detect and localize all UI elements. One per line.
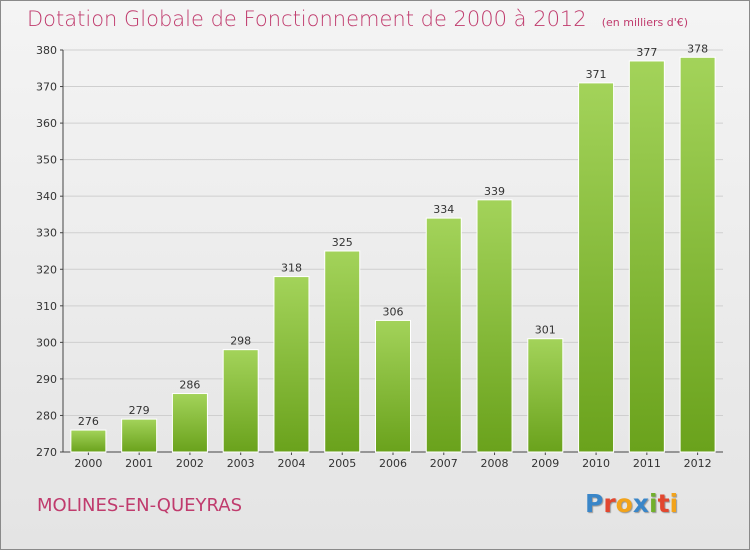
y-tick-label: 330 xyxy=(36,227,57,240)
value-label: 279 xyxy=(129,404,150,417)
bar-2011 xyxy=(628,60,665,453)
bar-2001 xyxy=(121,418,158,453)
bar-2009 xyxy=(527,338,564,453)
bar-2010 xyxy=(578,82,615,453)
logo-letter: x xyxy=(632,489,649,518)
chart-title: Dotation Globale de Fonctionnement de 20… xyxy=(27,7,587,31)
value-label: 301 xyxy=(535,324,556,337)
y-tick-label: 370 xyxy=(36,81,57,94)
title-row: Dotation Globale de Fonctionnement de 20… xyxy=(27,7,688,31)
logo-letter: i xyxy=(669,489,679,518)
y-tick-label: 350 xyxy=(36,154,57,167)
value-label: 334 xyxy=(433,203,454,216)
value-label: 306 xyxy=(383,305,404,318)
x-tick-label: 2006 xyxy=(379,457,407,470)
y-tick-label: 360 xyxy=(36,117,57,130)
bar-layer xyxy=(70,56,716,453)
y-tick-label: 300 xyxy=(36,336,57,349)
value-label: 298 xyxy=(230,335,251,348)
bar-2008 xyxy=(476,199,513,453)
y-tick-label: 280 xyxy=(36,409,57,422)
bar-2007 xyxy=(425,217,462,453)
x-tick-label: 2004 xyxy=(277,457,305,470)
bar-2002 xyxy=(171,393,208,453)
bar-2012 xyxy=(679,56,716,453)
value-label: 339 xyxy=(484,185,505,198)
x-tick-label: 2000 xyxy=(74,457,102,470)
value-label: 318 xyxy=(281,262,302,275)
y-tick-label: 310 xyxy=(36,300,57,313)
x-tick-label: 2003 xyxy=(227,457,255,470)
bar-2004 xyxy=(273,276,310,453)
x-tick-label: 2007 xyxy=(430,457,458,470)
proxiti-logo: Proxiti xyxy=(585,489,678,518)
y-tick-label: 380 xyxy=(36,44,57,57)
y-tick-label: 290 xyxy=(36,373,57,386)
x-tick-label: 2012 xyxy=(684,457,712,470)
y-tick-label: 320 xyxy=(36,263,57,276)
logo-letter: r xyxy=(603,489,616,518)
commune-name: MOLINES-EN-QUEYRAS xyxy=(37,495,243,516)
value-label: 371 xyxy=(586,68,607,81)
x-tick-label: 2001 xyxy=(125,457,153,470)
label-layer: 270 280 290 300 310 320 330 340 350 360 370 380 276 2… xyxy=(36,42,712,470)
y-tick-label: 270 xyxy=(36,446,57,459)
value-label: 276 xyxy=(78,415,99,428)
bar-2000 xyxy=(70,429,107,453)
value-label: 286 xyxy=(179,379,200,392)
bar-2005 xyxy=(324,250,361,453)
value-label: 378 xyxy=(687,42,708,55)
logo-letter: P xyxy=(585,489,604,518)
bar-2003 xyxy=(222,349,259,453)
logo-letter: o xyxy=(615,489,633,518)
x-tick-label: 2005 xyxy=(328,457,356,470)
x-tick-label: 2010 xyxy=(582,457,610,470)
value-label: 325 xyxy=(332,236,353,249)
x-tick-label: 2011 xyxy=(633,457,661,470)
chart-unit: (en milliers d'€) xyxy=(601,16,689,29)
logo-letter: i xyxy=(649,489,658,518)
y-tick-label: 340 xyxy=(36,190,57,203)
x-tick-label: 2002 xyxy=(176,457,204,470)
x-tick-label: 2009 xyxy=(531,457,559,470)
x-tick-label: 2008 xyxy=(481,457,509,470)
bar-2006 xyxy=(375,319,411,453)
logo-letter: t xyxy=(657,489,670,518)
value-label: 377 xyxy=(636,46,657,59)
